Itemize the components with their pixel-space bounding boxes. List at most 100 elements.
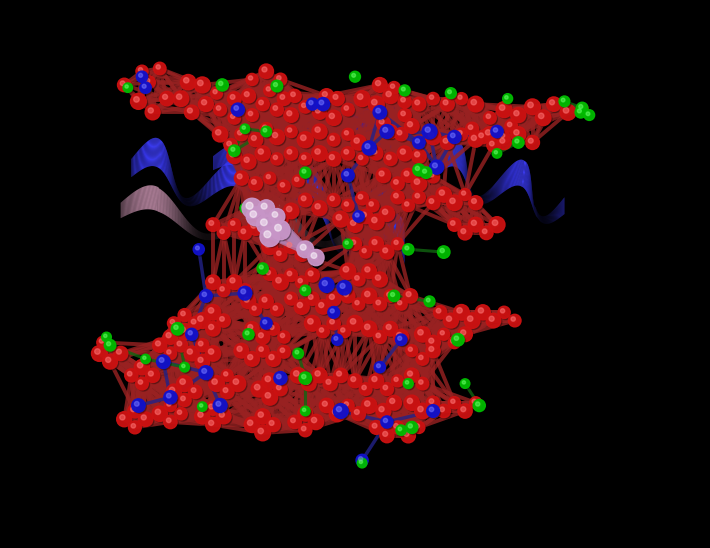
Circle shape: [240, 286, 253, 298]
Polygon shape: [147, 185, 149, 209]
Circle shape: [257, 410, 271, 425]
Circle shape: [238, 284, 252, 297]
Circle shape: [130, 406, 143, 419]
Circle shape: [275, 373, 288, 386]
Circle shape: [153, 338, 167, 352]
Circle shape: [375, 107, 388, 120]
Polygon shape: [292, 197, 294, 217]
Polygon shape: [387, 189, 389, 210]
Circle shape: [178, 309, 191, 322]
Polygon shape: [246, 161, 247, 178]
Circle shape: [164, 415, 177, 429]
Polygon shape: [329, 208, 332, 216]
Circle shape: [229, 151, 243, 165]
Polygon shape: [377, 130, 379, 153]
Polygon shape: [538, 213, 541, 221]
Circle shape: [278, 345, 290, 358]
Circle shape: [140, 414, 154, 427]
Circle shape: [307, 318, 313, 324]
Polygon shape: [325, 198, 327, 210]
Circle shape: [218, 81, 229, 92]
Circle shape: [209, 221, 214, 225]
Polygon shape: [308, 232, 309, 242]
Circle shape: [376, 116, 390, 130]
Polygon shape: [327, 207, 328, 229]
Circle shape: [206, 275, 220, 289]
Circle shape: [471, 398, 483, 410]
Polygon shape: [180, 193, 182, 203]
Circle shape: [251, 134, 264, 148]
Polygon shape: [207, 233, 208, 240]
Circle shape: [427, 131, 442, 146]
Circle shape: [398, 336, 402, 340]
Polygon shape: [332, 212, 334, 219]
Polygon shape: [324, 195, 325, 208]
Circle shape: [429, 94, 440, 106]
Circle shape: [361, 385, 373, 397]
Circle shape: [195, 313, 210, 328]
Circle shape: [258, 333, 263, 338]
Circle shape: [290, 418, 295, 423]
Circle shape: [330, 92, 344, 106]
Circle shape: [418, 379, 430, 391]
Circle shape: [285, 292, 297, 305]
Polygon shape: [550, 212, 553, 222]
Polygon shape: [295, 170, 297, 189]
Circle shape: [251, 180, 256, 184]
Polygon shape: [398, 220, 403, 247]
Polygon shape: [374, 220, 378, 243]
Circle shape: [406, 292, 411, 296]
Circle shape: [280, 95, 285, 99]
Circle shape: [329, 294, 334, 299]
Circle shape: [429, 199, 434, 203]
Polygon shape: [370, 190, 372, 209]
Polygon shape: [227, 145, 231, 165]
Circle shape: [138, 73, 143, 77]
Circle shape: [153, 62, 166, 75]
Circle shape: [468, 125, 473, 129]
Polygon shape: [229, 158, 234, 186]
Circle shape: [234, 106, 239, 110]
Circle shape: [155, 340, 168, 353]
Polygon shape: [534, 205, 537, 217]
Polygon shape: [300, 167, 303, 187]
Circle shape: [397, 146, 413, 161]
Circle shape: [436, 187, 452, 202]
Polygon shape: [449, 141, 453, 167]
Circle shape: [138, 73, 149, 83]
Circle shape: [264, 375, 279, 390]
Circle shape: [356, 153, 368, 165]
Polygon shape: [258, 190, 260, 197]
Circle shape: [99, 338, 110, 350]
Polygon shape: [311, 235, 312, 244]
Polygon shape: [394, 201, 395, 219]
Circle shape: [288, 295, 292, 299]
Polygon shape: [454, 140, 457, 167]
Polygon shape: [556, 206, 558, 219]
Circle shape: [198, 357, 203, 362]
Polygon shape: [530, 181, 531, 202]
Polygon shape: [315, 172, 317, 192]
Circle shape: [248, 111, 260, 123]
Circle shape: [287, 242, 292, 247]
Polygon shape: [226, 145, 229, 165]
Circle shape: [489, 216, 505, 233]
Polygon shape: [393, 126, 395, 152]
Polygon shape: [248, 182, 250, 204]
Polygon shape: [310, 95, 336, 127]
Polygon shape: [528, 170, 530, 193]
Polygon shape: [523, 161, 526, 187]
Circle shape: [219, 229, 231, 241]
Polygon shape: [243, 167, 246, 193]
Circle shape: [400, 110, 413, 123]
Polygon shape: [280, 184, 282, 196]
Polygon shape: [329, 224, 332, 240]
Circle shape: [439, 406, 452, 419]
Circle shape: [342, 103, 354, 116]
Circle shape: [334, 404, 348, 418]
Circle shape: [187, 330, 199, 341]
Circle shape: [244, 200, 263, 219]
Circle shape: [336, 214, 342, 220]
Circle shape: [507, 122, 519, 134]
Circle shape: [231, 221, 235, 225]
